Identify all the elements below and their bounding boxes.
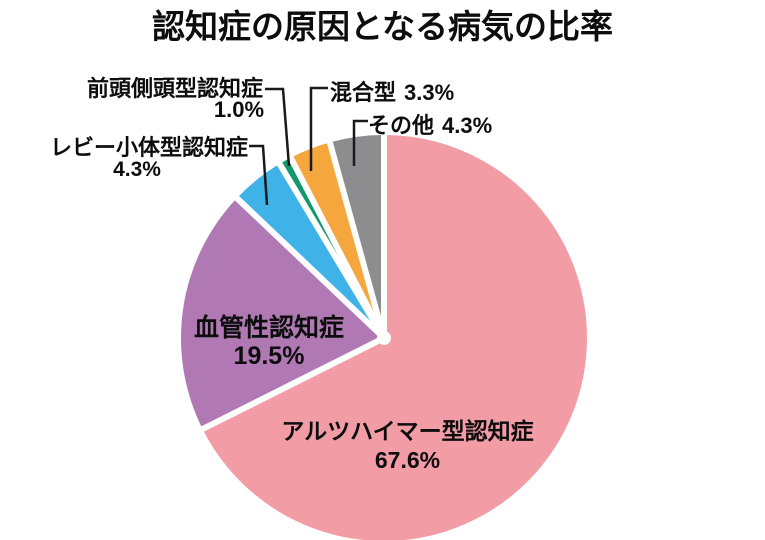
label-others-name: その他 <box>368 113 435 138</box>
slice-separator <box>326 138 387 339</box>
pie-slice-vascular <box>181 198 384 430</box>
label-others-pct: 4.3% <box>442 113 493 138</box>
label-lewy-body-name: レビー小体型認知症 <box>50 135 249 160</box>
leader-lines <box>249 86 368 206</box>
label-frontotemporal-name: 前頭側頭型認知症 <box>86 76 263 101</box>
pie-slice-alzheimer <box>202 135 588 540</box>
label-alzheimer-pct: 67.6% <box>374 446 441 473</box>
leader-line-mixed <box>309 86 328 171</box>
label-vascular-name: 血管性認知症 <box>193 314 344 342</box>
label-lewy-body-pct: 4.3% <box>113 158 161 181</box>
leader-line-frontotemporal <box>265 87 291 167</box>
label-vascular-pct: 19.5% <box>233 342 305 370</box>
label-alzheimer: アルツハイマー型認知症 67.6% <box>281 417 534 474</box>
label-mixed-pct: 3.3% <box>404 80 455 105</box>
leader-line-lewy-body <box>249 144 269 206</box>
leader-line-others <box>352 119 368 166</box>
chart-title: 認知症の原因となる病気の比率 <box>151 8 613 45</box>
pie-slice-lewy-body <box>236 163 384 338</box>
label-frontotemporal-pct: 1.0% <box>213 97 265 122</box>
slice-separator <box>198 335 386 434</box>
label-mixed-name: 混合型 <box>330 80 397 105</box>
label-alzheimer-name: アルツハイマー型認知症 <box>281 418 534 444</box>
slice-separator <box>232 193 387 341</box>
label-others: その他 4.3% <box>368 108 492 140</box>
label-vascular: 血管性認知症 19.5% <box>184 314 354 370</box>
pie-center-gap <box>377 331 391 345</box>
pie-slices <box>181 132 588 540</box>
slice-separator <box>286 153 387 340</box>
label-mixed: 混合型 3.3% <box>330 75 454 107</box>
